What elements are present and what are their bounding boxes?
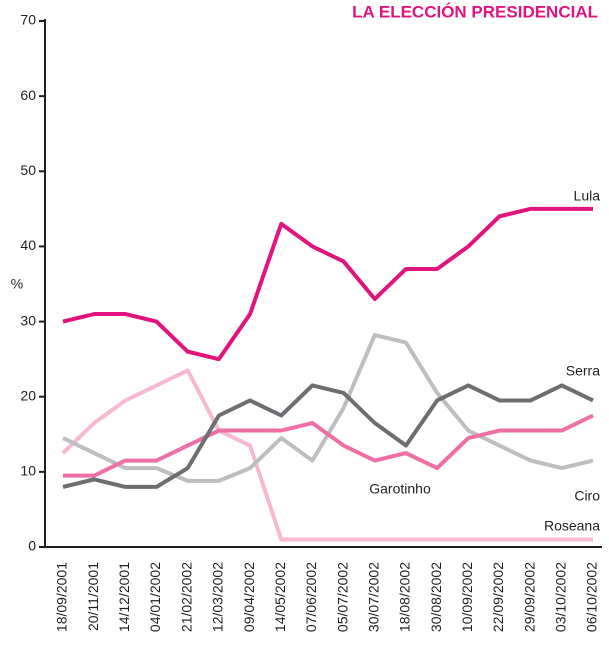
x-tick-label: 14/12/2001 [116,562,132,632]
series-line [63,413,594,478]
x-tick-label: 18/09/2001 [54,562,70,632]
series-label: Ciro [574,488,600,504]
series-label: Lula [574,188,601,204]
y-tick-label: 10 [20,463,36,479]
series-label: Roseana [544,518,600,534]
series-line [62,383,594,489]
x-tick-label: 14/05/2002 [272,562,288,632]
y-tick-label: 40 [20,237,36,253]
y-tick-label: 20 [20,387,36,403]
x-tick-label: 05/07/2002 [334,562,350,632]
x-tick-label: 30/07/2002 [365,562,381,632]
series-label: Serra [566,363,600,379]
x-tick-label: 29/09/2002 [521,562,537,632]
chart-title: LA ELECCIÓN PRESIDENCIAL [352,2,598,21]
x-tick-label: 18/08/2002 [397,562,413,632]
y-tick-label: 0 [28,538,36,554]
x-tick-label: 10/09/2002 [459,562,475,632]
y-tick-label: 50 [20,162,36,178]
x-tick-label: 06/10/2002 [584,562,600,632]
y-tick-label: 30 [20,312,36,328]
x-tick-label: 21/02/2002 [178,562,194,632]
x-tick-label: 04/01/2002 [147,562,163,632]
y-tick-label: 60 [20,87,36,103]
x-tick-label: 07/06/2002 [303,562,319,632]
x-tick-label: 20/11/2001 [85,562,101,631]
x-tick-label: 03/10/2002 [553,562,569,632]
series-label: Garotinho [369,481,431,497]
series-line [61,368,593,542]
y-axis-label: % [11,276,23,292]
x-tick-label: 30/08/2002 [428,562,444,632]
x-tick-label: 22/09/2002 [490,562,506,632]
y-tick-label: 70 [20,12,36,28]
x-tick-label: 09/04/2002 [241,562,257,632]
x-tick-label: 12/03/2002 [210,562,226,632]
series-line [62,206,593,362]
